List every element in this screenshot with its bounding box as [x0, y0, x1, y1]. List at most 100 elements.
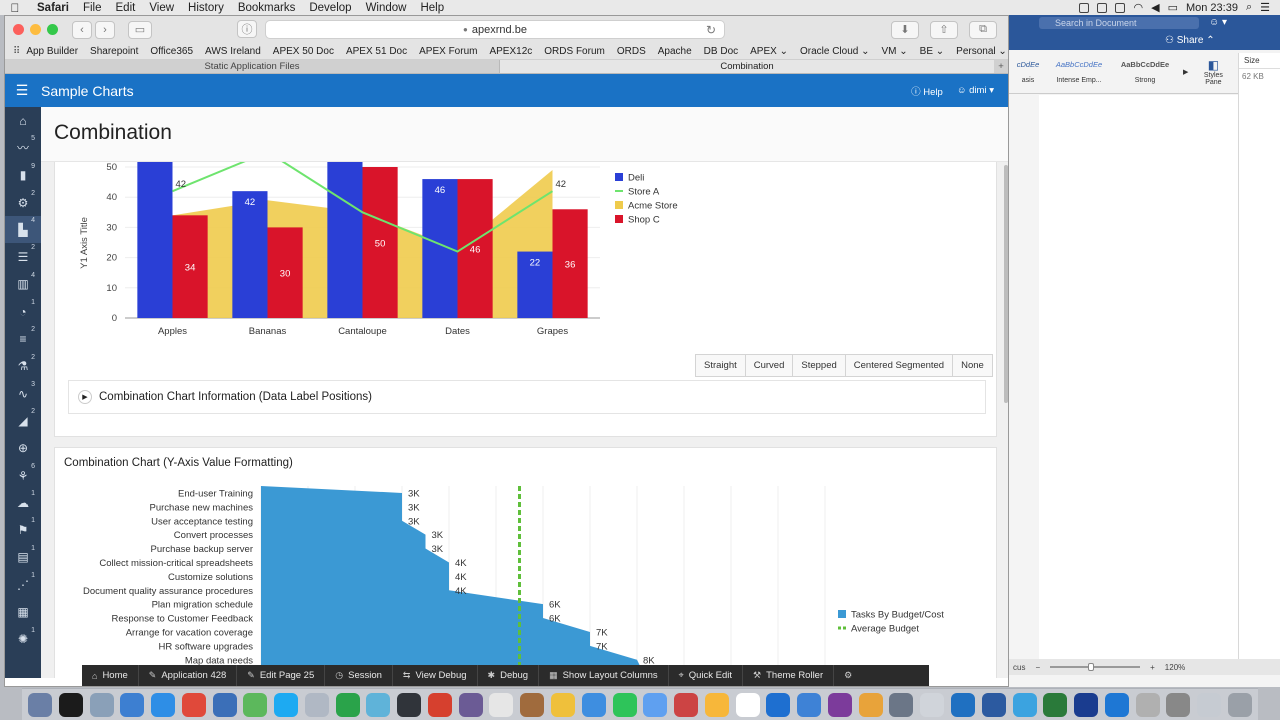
- menu-window[interactable]: Window: [365, 1, 407, 14]
- bookmark-item[interactable]: VM ⌄: [881, 45, 908, 57]
- apple-menu-icon[interactable]: : [0, 1, 30, 15]
- dock-app-icon[interactable]: [243, 692, 268, 717]
- menu-edit[interactable]: Edit: [115, 1, 136, 14]
- sidebar-nav-item[interactable]: ✺ 1: [5, 626, 41, 653]
- dev-application-button[interactable]: ✎ Application 428: [139, 665, 238, 686]
- zoom-slider-knob[interactable]: [1088, 663, 1095, 671]
- status-icon[interactable]: [1097, 2, 1108, 13]
- dock-app-icon[interactable]: [612, 692, 637, 717]
- style-gallery-item[interactable]: AaBbCcDdEe Strong: [1117, 60, 1173, 84]
- back-button[interactable]: ‹: [72, 20, 92, 39]
- dock-app-icon[interactable]: [1074, 692, 1099, 717]
- bookmark-item[interactable]: App Builder: [26, 45, 79, 57]
- dock-app-icon[interactable]: [366, 692, 391, 717]
- dock-app-icon[interactable]: [274, 692, 299, 717]
- focus-label[interactable]: cus: [1013, 662, 1026, 672]
- smiley-feedback-icon[interactable]: ☺ ▾: [1209, 17, 1228, 28]
- dock-app-icon[interactable]: [489, 692, 514, 717]
- hamburger-menu-icon[interactable]: ☰: [15, 82, 29, 98]
- dock-app-icon[interactable]: [151, 692, 176, 717]
- menu-file[interactable]: File: [82, 1, 102, 14]
- user-menu[interactable]: ☺ dimi ▾: [956, 85, 994, 96]
- sidebar-nav-item[interactable]: ▮ 9: [5, 162, 41, 189]
- sidebar-nav-item[interactable]: 〰 5: [5, 134, 41, 161]
- bookmark-item[interactable]: APEX 50 Doc: [272, 45, 334, 57]
- zoom-slider[interactable]: [1050, 663, 1141, 671]
- sidebar-nav-item[interactable]: ⚗ 2: [5, 353, 41, 380]
- line-type-stepped-button[interactable]: Stepped: [793, 355, 846, 376]
- dock-app-icon[interactable]: [397, 692, 422, 717]
- gallery-next-icon[interactable]: ▶: [1183, 68, 1189, 76]
- bookmark-item[interactable]: Personal ⌄: [956, 45, 1007, 57]
- sidebar-nav-item[interactable]: ▙ 4: [5, 216, 41, 244]
- dock-app-icon[interactable]: [1135, 692, 1160, 717]
- share-icon[interactable]: ⇧: [930, 20, 958, 39]
- zoom-out-icon[interactable]: −: [1035, 662, 1041, 672]
- menu-view[interactable]: View: [149, 1, 175, 14]
- help-link[interactable]: ⓘ Help: [911, 84, 943, 98]
- dock-app-icon[interactable]: [89, 692, 114, 717]
- sidebar-toggle-icon[interactable]: ▭: [128, 20, 152, 39]
- menu-help[interactable]: Help: [420, 1, 445, 14]
- volume-icon[interactable]: ◀: [1151, 2, 1160, 14]
- dock-app-icon[interactable]: [1227, 692, 1252, 717]
- dock-app-icon[interactable]: [950, 692, 975, 717]
- dev-view-debug-button[interactable]: ⇆ View Debug: [393, 665, 478, 686]
- dock-app-icon[interactable]: [1166, 692, 1191, 717]
- word-search-input[interactable]: Search in Document: [1039, 17, 1199, 29]
- reader-info-icon[interactable]: ⓘ: [237, 20, 257, 38]
- dock-app-icon[interactable]: [120, 692, 145, 717]
- dev-home-button[interactable]: ⌂ Home: [82, 665, 139, 686]
- dock-app-icon[interactable]: [1197, 692, 1222, 717]
- dock-app-icon[interactable]: [551, 692, 576, 717]
- bookmark-item[interactable]: APEX ⌄: [750, 45, 788, 57]
- dock-app-icon[interactable]: [735, 692, 760, 717]
- sidebar-nav-item[interactable]: ◔ 1: [5, 298, 41, 325]
- tabs-overview-icon[interactable]: ⧉: [969, 20, 997, 39]
- forward-button[interactable]: ›: [95, 20, 115, 39]
- spotlight-icon[interactable]: ⌕: [1245, 1, 1253, 13]
- bookmark-item[interactable]: DB Doc: [703, 45, 739, 57]
- word-document-page[interactable]: [1039, 95, 1239, 669]
- dock-app-icon[interactable]: [581, 692, 606, 717]
- new-tab-icon[interactable]: +: [998, 61, 1004, 72]
- bookmark-item[interactable]: AWS Ireland: [205, 45, 261, 57]
- menu-develop[interactable]: Develop: [309, 1, 352, 14]
- dev-theme-roller-button[interactable]: ⚒ Theme Roller: [743, 665, 835, 686]
- dock-app-icon[interactable]: [1043, 692, 1068, 717]
- sidebar-nav-item[interactable]: ⚙ 2: [5, 189, 41, 216]
- dock-app-icon[interactable]: [335, 692, 360, 717]
- reload-icon[interactable]: ↻: [705, 22, 716, 37]
- bookmark-item[interactable]: APEX Forum: [419, 45, 478, 57]
- zoom-window-icon[interactable]: [47, 24, 58, 35]
- style-gallery-item[interactable]: cDdEe asis: [1016, 59, 1040, 84]
- line-type-curved-button[interactable]: Curved: [746, 355, 794, 376]
- dev-debug-button[interactable]: ✱ Debug: [478, 665, 540, 686]
- sidebar-nav-item[interactable]: ⋰ 1: [5, 571, 41, 598]
- dock-app-icon[interactable]: [889, 692, 914, 717]
- status-icon[interactable]: [1079, 2, 1090, 13]
- bookmarks-grid-icon[interactable]: ⠿: [13, 45, 21, 57]
- close-window-icon[interactable]: [13, 24, 24, 35]
- bookmark-item[interactable]: Oracle Cloud ⌄: [799, 45, 870, 57]
- menu-app-safari[interactable]: Safari: [37, 1, 69, 14]
- bookmark-item[interactable]: Office365: [150, 45, 194, 57]
- dev-session-button[interactable]: ◷ Session: [325, 665, 393, 686]
- page-scrollbar[interactable]: [1004, 165, 1008, 403]
- dock-app-icon[interactable]: [304, 692, 329, 717]
- bookmark-item[interactable]: APEX 51 Doc: [345, 45, 408, 57]
- sidebar-nav-item[interactable]: ☁ 1: [5, 489, 41, 516]
- bookmark-item[interactable]: BE ⌄: [919, 45, 945, 57]
- dev-settings-button[interactable]: ⚙: [834, 665, 862, 686]
- bookmark-item[interactable]: ORDS Forum: [544, 45, 605, 57]
- sidebar-nav-item[interactable]: ⚑ 1: [5, 516, 41, 543]
- line-type-centered-segmented-button[interactable]: Centered Segmented: [846, 355, 954, 376]
- bookmark-item[interactable]: Sharepoint: [90, 45, 139, 57]
- wifi-icon[interactable]: ◠: [1133, 2, 1144, 14]
- tab-static-application-files[interactable]: Static Application Files: [204, 61, 300, 72]
- tab-combination[interactable]: Combination: [499, 60, 994, 73]
- sidebar-nav-item[interactable]: ☰ 2: [5, 243, 41, 270]
- menu-bookmarks[interactable]: Bookmarks: [237, 1, 296, 14]
- dock-app-icon[interactable]: [1012, 692, 1037, 717]
- sidebar-nav-item[interactable]: ⊕: [5, 435, 41, 462]
